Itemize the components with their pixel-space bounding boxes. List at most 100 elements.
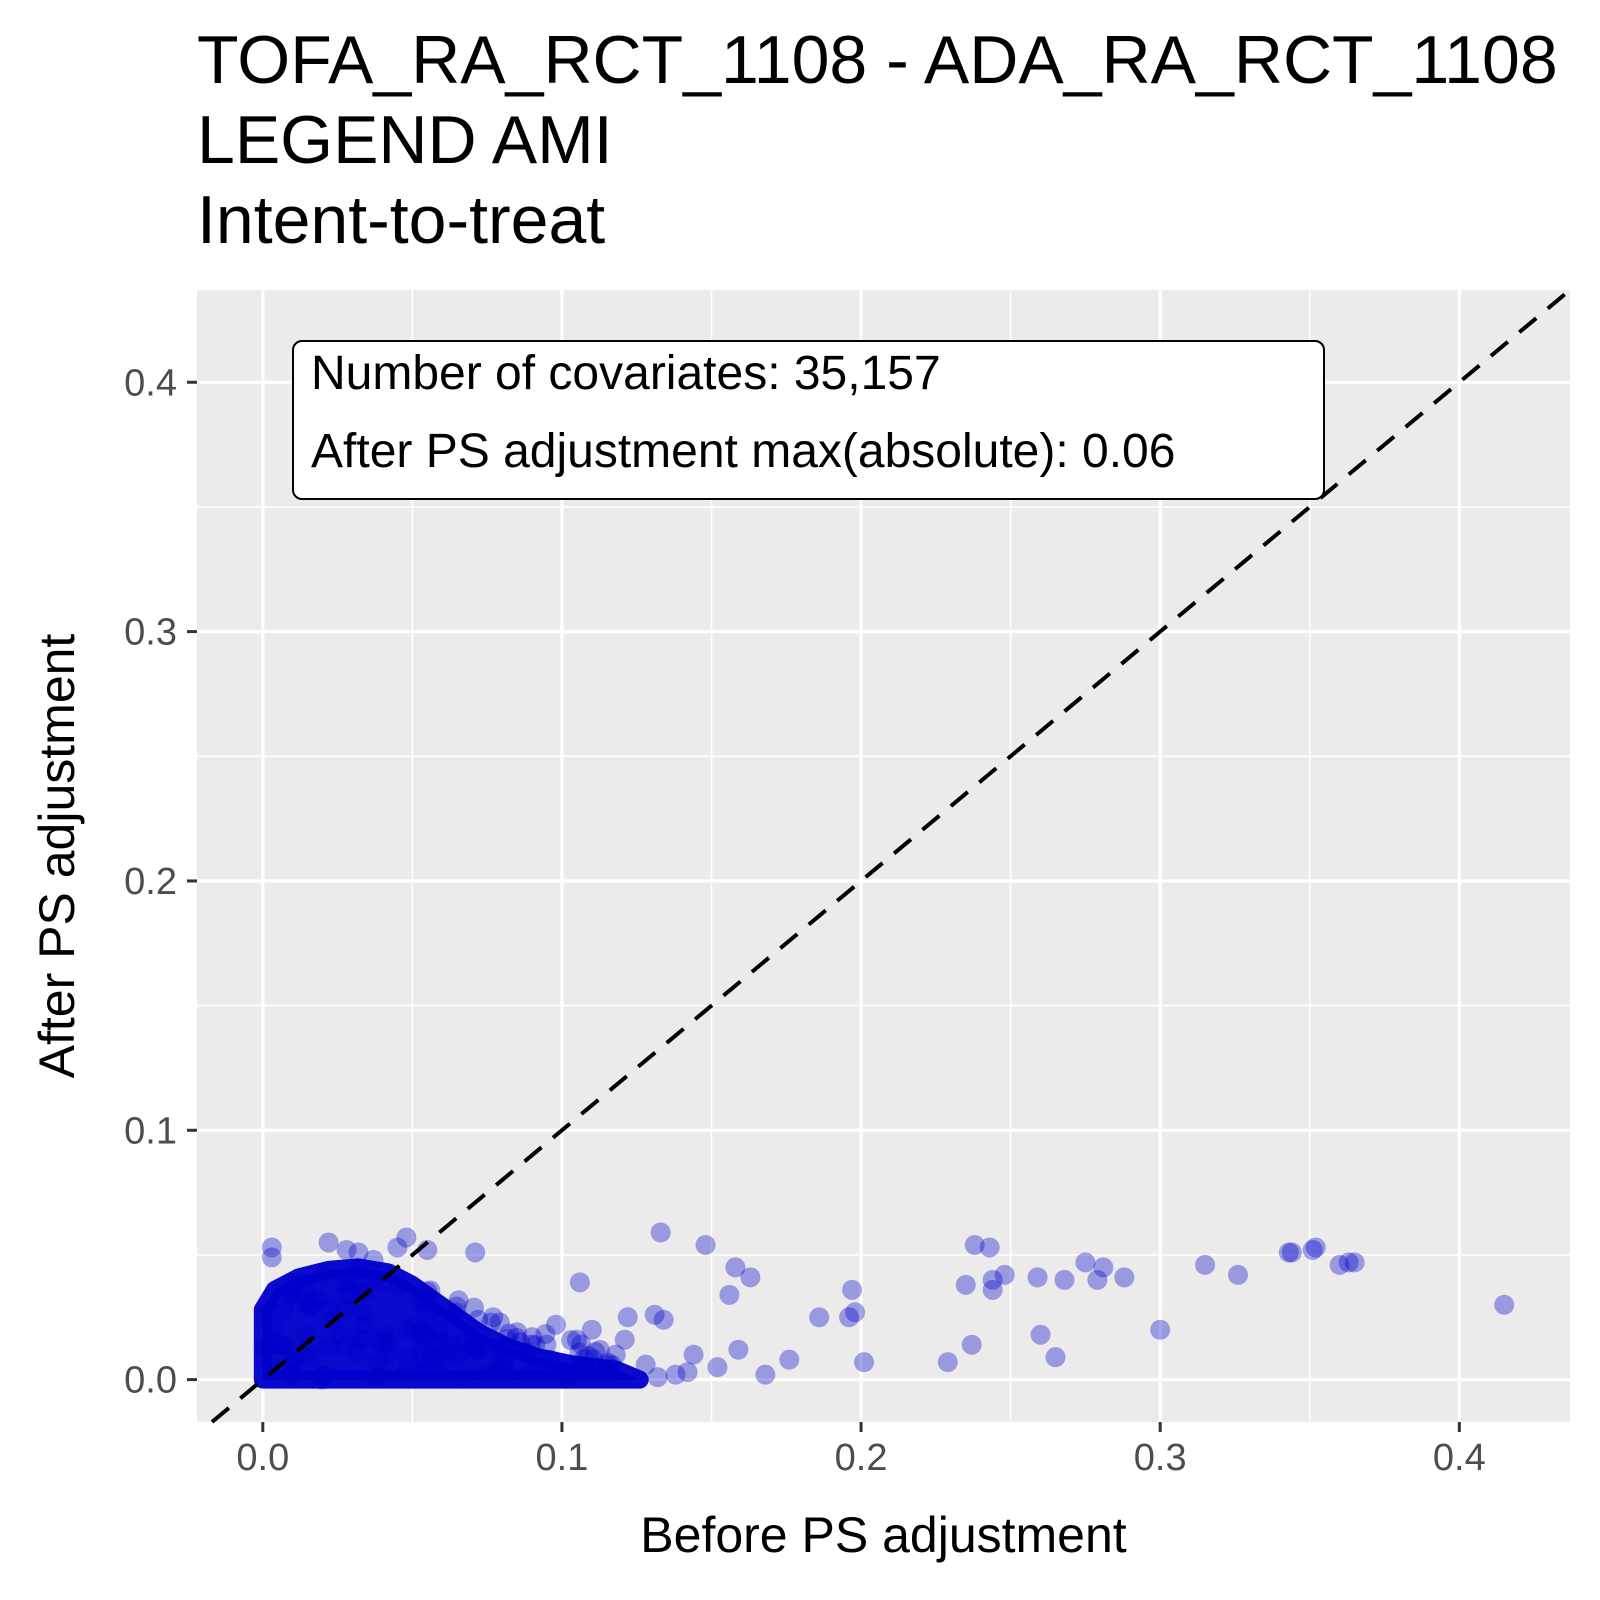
cluster-point — [464, 1338, 485, 1359]
cluster-point — [595, 1364, 616, 1385]
cluster-point — [463, 1334, 484, 1355]
cluster-point — [313, 1263, 334, 1284]
cluster-point — [536, 1362, 557, 1383]
cluster-point — [569, 1342, 590, 1363]
scatter-point — [1045, 1347, 1066, 1368]
cluster-point — [449, 1343, 470, 1364]
cluster-point — [430, 1365, 451, 1386]
scatter-point — [1075, 1252, 1096, 1273]
cluster-point — [347, 1342, 368, 1363]
cluster-point — [536, 1334, 557, 1355]
cluster-point — [489, 1312, 510, 1333]
cluster-point — [335, 1335, 356, 1356]
scatter-point — [839, 1307, 860, 1328]
cluster-point — [589, 1339, 610, 1360]
scatter-point — [937, 1352, 958, 1373]
cluster-point — [426, 1347, 447, 1368]
cluster-point — [319, 1336, 340, 1357]
cluster-point — [255, 1338, 276, 1359]
cluster-point — [261, 1355, 282, 1376]
scatter-point — [755, 1364, 776, 1385]
y-tick-label: 0.2 — [124, 861, 177, 903]
cluster-point — [280, 1285, 301, 1306]
scatter-point — [605, 1344, 626, 1365]
cluster-point — [376, 1345, 397, 1366]
cluster-point — [431, 1309, 452, 1330]
chart-title-line-2: LEGEND AMI — [197, 102, 613, 178]
scatter-point — [1329, 1254, 1350, 1275]
cluster-point — [506, 1327, 527, 1348]
cluster-point — [499, 1323, 520, 1344]
cluster-point — [335, 1274, 356, 1295]
cluster-point — [583, 1349, 604, 1370]
cluster-point — [560, 1330, 581, 1351]
cluster-point — [348, 1328, 369, 1349]
scatter-point — [677, 1362, 698, 1383]
cluster-point — [282, 1363, 303, 1384]
scatter-point — [569, 1272, 590, 1293]
cluster-point — [338, 1267, 359, 1288]
scatter-point — [1305, 1237, 1326, 1258]
scatter-point — [695, 1234, 716, 1255]
scatter-point — [318, 1232, 339, 1253]
scatter-point — [581, 1319, 602, 1340]
cluster-point — [424, 1332, 445, 1353]
cluster-point — [574, 1360, 595, 1381]
scatter-point — [728, 1339, 749, 1360]
cluster-point — [595, 1360, 616, 1381]
scatter-points — [261, 1222, 1515, 1388]
scatter-point — [683, 1344, 704, 1365]
cluster-point — [271, 1335, 292, 1356]
cluster-point — [318, 1298, 339, 1319]
cluster-point — [348, 1259, 369, 1280]
cluster-point — [397, 1358, 418, 1379]
cluster-point — [445, 1302, 466, 1323]
scatter-point — [955, 1274, 976, 1295]
cluster-point — [578, 1346, 599, 1367]
scatter-point — [396, 1227, 417, 1248]
cluster-point — [463, 1297, 484, 1318]
cluster-point — [390, 1274, 411, 1295]
scatter-point — [644, 1304, 665, 1325]
scatter-point — [725, 1257, 746, 1278]
scatter-point — [719, 1284, 740, 1305]
cluster-point — [300, 1297, 321, 1318]
scatter-point — [665, 1364, 686, 1385]
scatter-point — [740, 1267, 761, 1288]
cluster-point — [414, 1301, 435, 1322]
cluster-point — [412, 1348, 433, 1369]
cluster-point — [416, 1319, 437, 1340]
cluster-point — [490, 1336, 511, 1357]
x-tick-label: 0.4 — [1433, 1437, 1486, 1479]
cluster-point — [571, 1334, 592, 1355]
scatter-point — [348, 1242, 369, 1263]
cluster-point — [365, 1367, 386, 1388]
scatter-point — [507, 1322, 528, 1343]
cluster-point — [521, 1334, 542, 1355]
cluster-point — [410, 1291, 431, 1312]
cluster-point — [330, 1325, 351, 1346]
cluster-point — [488, 1364, 509, 1385]
scatter-point — [483, 1307, 504, 1328]
scatter-point — [647, 1367, 668, 1388]
scatter-point — [707, 1357, 728, 1378]
cluster-point — [307, 1288, 328, 1309]
cluster-point — [301, 1346, 322, 1367]
cluster-point — [269, 1331, 290, 1352]
dense-cluster-region — [253, 1258, 649, 1389]
x-tick-label: 0.2 — [835, 1437, 888, 1479]
scatter-point — [979, 1237, 1000, 1258]
cluster-point — [451, 1367, 472, 1388]
x-tick-label: 0.1 — [536, 1437, 589, 1479]
cluster-point — [371, 1366, 392, 1387]
cluster-point — [362, 1269, 383, 1290]
scatter-point — [1338, 1252, 1359, 1273]
chart-title-line-3: Intent-to-treat — [197, 182, 606, 258]
scatter-point — [617, 1307, 638, 1328]
cluster-point — [313, 1365, 334, 1386]
scatter-point — [842, 1279, 863, 1300]
cluster-point — [398, 1347, 419, 1368]
scatter-point — [1278, 1242, 1299, 1263]
scatter-point — [614, 1329, 635, 1350]
annotation-box: Number of covariates: 35,157 After PS ad… — [292, 340, 1325, 500]
